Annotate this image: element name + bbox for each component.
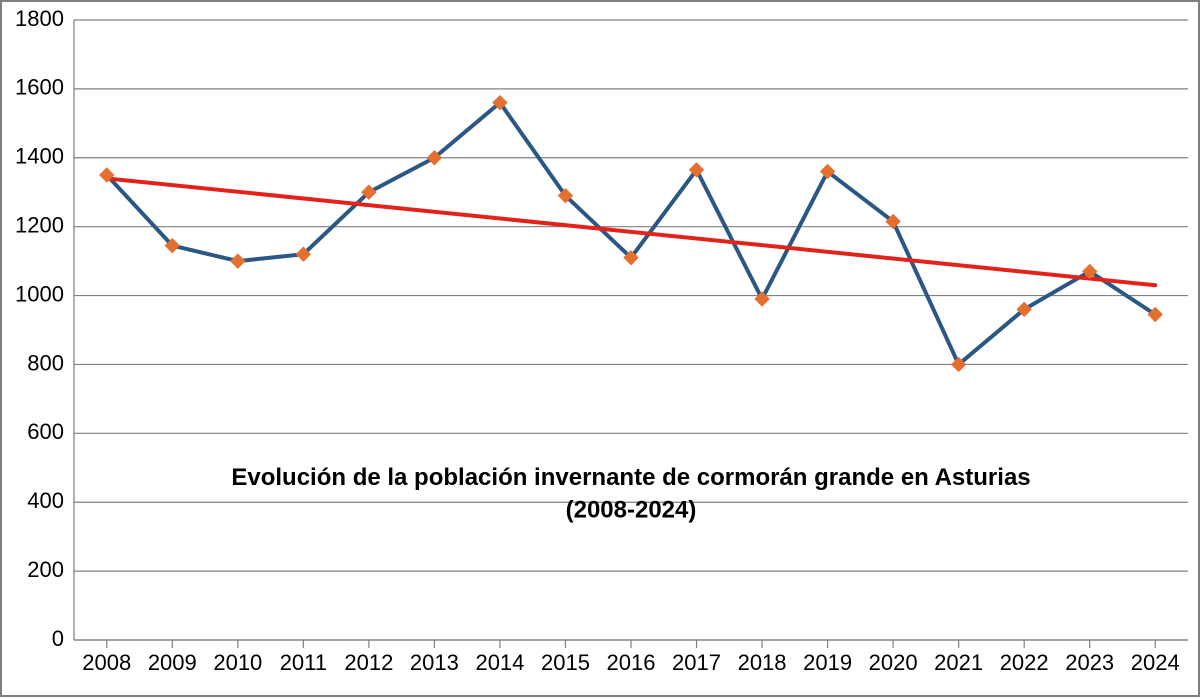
y-tick-label: 600 [27,419,64,444]
x-tick-label: 2010 [213,650,262,675]
x-tick-label: 2017 [672,650,721,675]
y-tick-label: 400 [27,488,64,513]
x-tick-label: 2021 [934,650,983,675]
chart-title-line-1: Evolución de la población invernante de … [231,464,1030,491]
x-tick-label: 2023 [1065,650,1114,675]
x-tick-label: 2009 [148,650,197,675]
x-tick-label: 2013 [410,650,459,675]
x-tick-label: 2014 [475,650,524,675]
y-tick-label: 0 [52,626,64,651]
y-tick-label: 800 [27,350,64,375]
x-tick-label: 2015 [541,650,590,675]
y-tick-label: 1400 [15,144,64,169]
x-tick-label: 2011 [280,650,327,675]
x-tick-label: 2012 [344,650,393,675]
x-tick-label: 2024 [1131,650,1180,675]
x-tick-label: 2016 [607,650,656,675]
y-tick-label: 200 [27,557,64,582]
y-tick-label: 1000 [15,281,64,306]
x-tick-label: 2022 [1000,650,1049,675]
y-tick-label: 1200 [15,212,64,237]
x-tick-label: 2018 [738,650,787,675]
chart-frame: 0 200 400 600 800 1000 1200 1400 1600 1800 2008 200… [0,0,1200,697]
y-tick-label: 1800 [15,6,64,31]
x-tick-label: 2020 [869,650,918,675]
chart-title-line-2: (2008-2024) [566,496,697,523]
x-tick-label: 2019 [803,650,852,675]
y-tick-label: 1600 [15,75,64,100]
line-chart: 0 200 400 600 800 1000 1200 1400 1600 1800 2008 200… [2,2,1200,699]
x-tick-label: 2008 [82,650,131,675]
